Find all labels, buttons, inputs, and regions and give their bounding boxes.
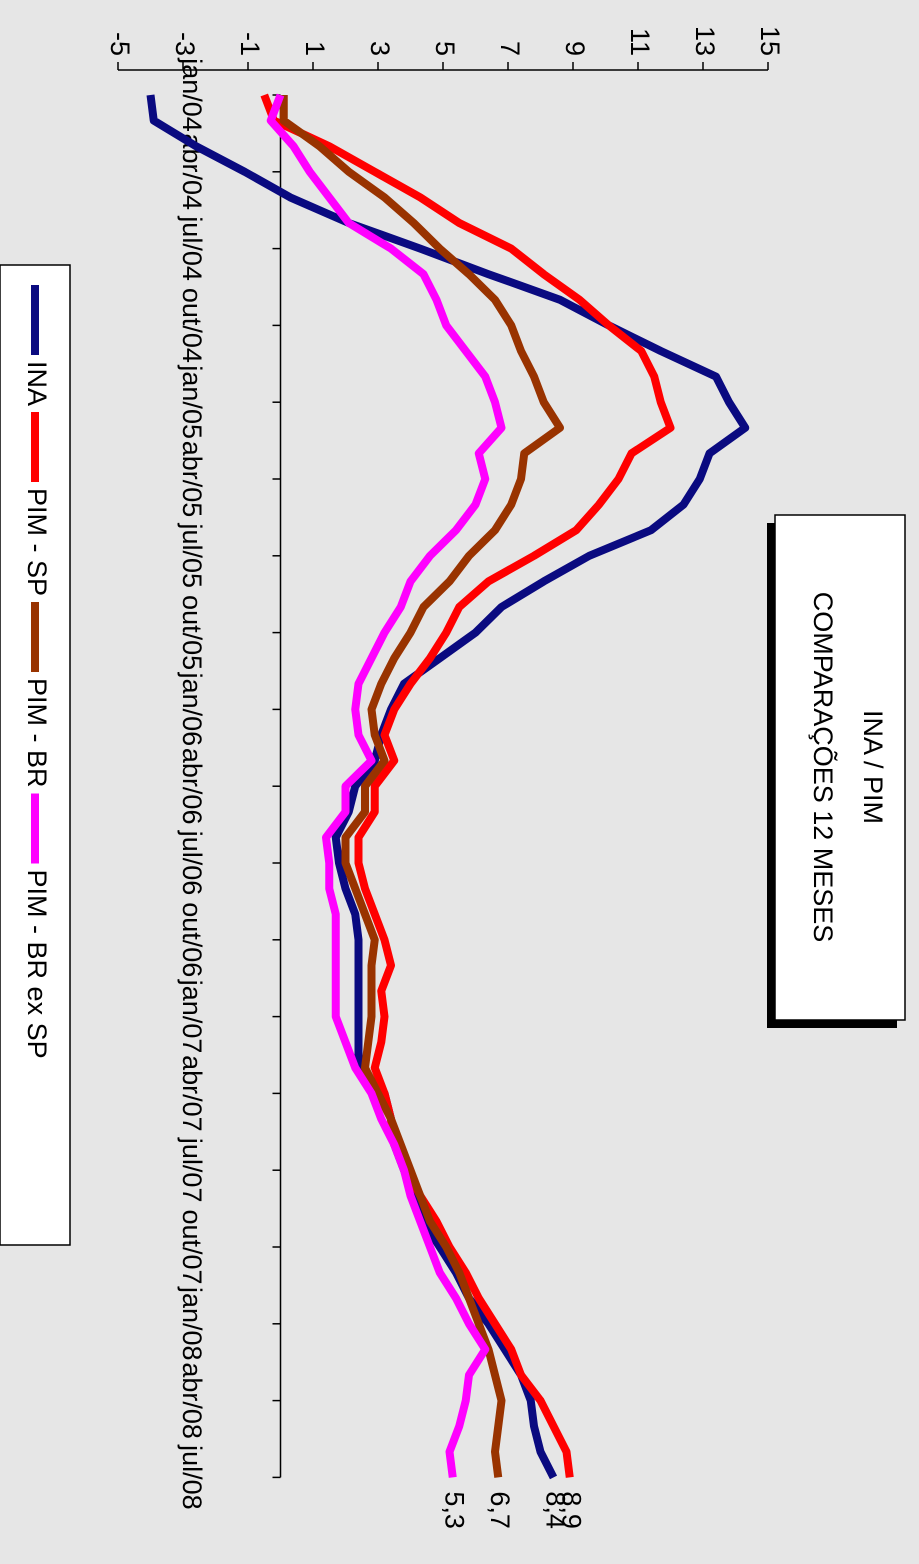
legend-label: PIM - BR ex SP: [22, 870, 52, 1059]
x-tick-label: out/04: [177, 288, 207, 363]
y-tick-label: -5: [105, 32, 135, 56]
y-tick-label: 5: [430, 41, 460, 56]
legend-box: [0, 264, 71, 1246]
legend-label: PIM - BR: [22, 678, 52, 788]
y-tick-label: 9: [560, 41, 590, 56]
series-line: [279, 95, 564, 1478]
y-tick-label: -3: [170, 32, 200, 56]
chart-subtitle: COMPARAÇÕES 12 MESES: [808, 592, 839, 943]
x-tick-label: jul/06: [177, 830, 207, 896]
x-tick-label: abr/07: [177, 1055, 207, 1132]
x-tick-label: abr/08: [177, 1362, 207, 1439]
x-tick-label: jan/08: [177, 1286, 207, 1361]
x-tick-label: out/05: [177, 595, 207, 670]
x-tick-label: jul/05: [177, 523, 207, 589]
x-tick-label: jan/07: [177, 979, 207, 1054]
x-tick-label: jul/08: [177, 1444, 207, 1510]
x-tick-label: out/07: [177, 1209, 207, 1284]
chart-title: INA / PIM: [858, 710, 888, 824]
x-tick-label: out/06: [177, 902, 207, 977]
title-box: [774, 514, 906, 1021]
series-line: [266, 93, 506, 1478]
data-label: 8,9: [557, 1491, 587, 1529]
x-tick-label: jul/07: [177, 1137, 207, 1203]
legend-label: PIM - SP: [22, 488, 52, 596]
chart-frame: INA / PIM COMPARAÇÕES 12 MESES -5 -3 -1 1 3 5…: [0, 26, 906, 1529]
y-tick-label: 11: [625, 28, 655, 56]
y-tick-label: 13: [690, 26, 720, 56]
legend-label: INA: [22, 361, 52, 406]
data-label: 6,7: [485, 1491, 515, 1529]
y-tick-label: 1: [300, 41, 330, 56]
y-tick-label: -1: [235, 32, 265, 56]
data-label: 8,4: [540, 1491, 570, 1529]
y-tick-label: 7: [495, 41, 525, 56]
x-tick-label: abr/05: [177, 441, 207, 518]
y-tick-label: 3: [365, 41, 395, 56]
x-tick-label: abr/06: [177, 748, 207, 825]
x-tick-label: jan/04: [177, 57, 207, 132]
x-tick-label: jul/04: [177, 215, 207, 281]
data-label: 5,3: [440, 1491, 470, 1529]
x-tick-label: jan/05: [177, 364, 207, 439]
x-tick-label: jan/06: [177, 672, 207, 747]
y-tick-label: 15: [755, 26, 785, 56]
